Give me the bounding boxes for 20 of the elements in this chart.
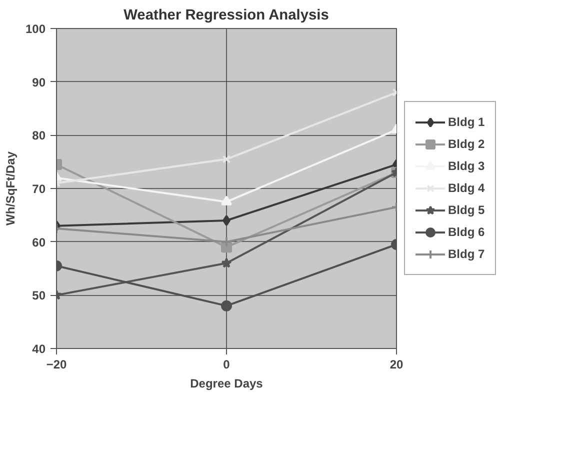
y-tick-label: 60 bbox=[32, 235, 46, 250]
x-tick-label: 20 bbox=[390, 358, 404, 372]
legend-label: Bldg 6 bbox=[448, 225, 485, 239]
legend-label: Bldg 2 bbox=[448, 137, 485, 151]
legend-label: Bldg 4 bbox=[448, 181, 485, 195]
y-tick-label: 50 bbox=[32, 288, 46, 303]
x-axis-title: Degree Days bbox=[190, 376, 264, 390]
chart-title: Weather Regression Analysis bbox=[124, 8, 329, 24]
y-tick-label: 100 bbox=[25, 22, 46, 36]
legend-label: Bldg 7 bbox=[448, 247, 485, 261]
y-tick-label: 90 bbox=[32, 75, 46, 90]
legend-label: Bldg 3 bbox=[448, 159, 485, 173]
x-tick-label: 0 bbox=[223, 358, 230, 372]
legend-label: Bldg 5 bbox=[448, 203, 485, 217]
x-tick-label: −20 bbox=[46, 358, 68, 372]
y-tick-label: 70 bbox=[32, 182, 46, 196]
y-axis-title: Wh/SqFt/Day bbox=[3, 151, 18, 226]
legend-label: Bldg 1 bbox=[448, 115, 485, 129]
y-tick-label: 80 bbox=[32, 128, 46, 143]
y-tick-label: 40 bbox=[32, 342, 46, 356]
